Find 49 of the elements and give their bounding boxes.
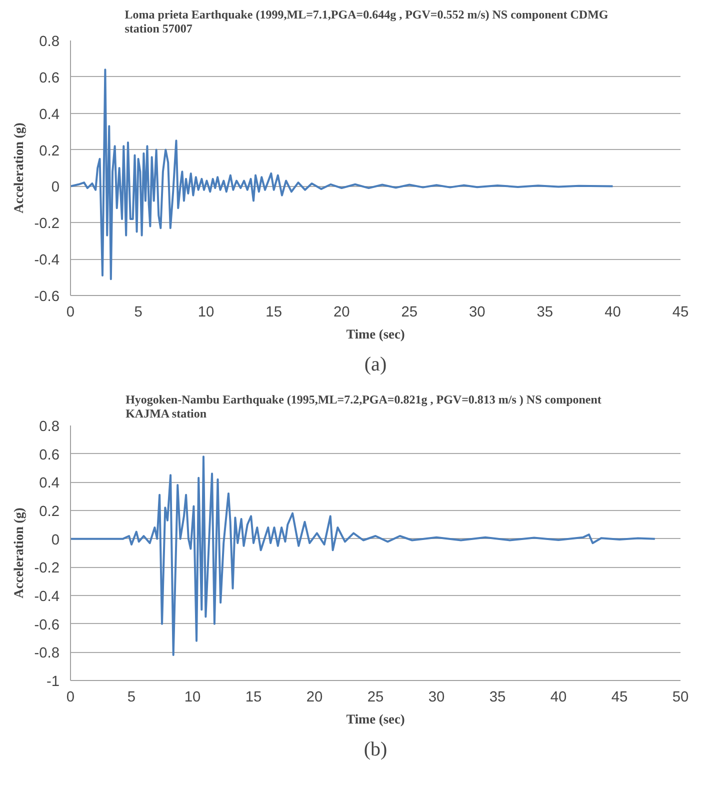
x-axis-title: Time (sec) <box>346 326 405 342</box>
x-tick-label: 0 <box>66 304 75 320</box>
y-tick-label: 0 <box>51 180 60 196</box>
y-tick-label: 0.8 <box>39 419 60 435</box>
x-tick-label: 25 <box>401 304 418 320</box>
y-tick-label: -0.4 <box>34 252 60 269</box>
y-tick-label: -0.4 <box>34 589 60 605</box>
x-tick-label: 20 <box>306 690 323 706</box>
y-tick-label: -0.8 <box>34 646 60 662</box>
y-tick-label: -0.2 <box>34 216 60 232</box>
chart-title: Hyogoken-Nambu Earthquake (1995,ML=7.2,PGA=0.821g , PGV=0.813 m/s ) NS component KAJMA station <box>126 392 602 420</box>
y-axis-title: Acceleration (g) <box>11 122 26 214</box>
x-tick-label: 30 <box>428 690 445 706</box>
x-tick-label: 40 <box>550 690 567 706</box>
x-tick-label: 45 <box>672 304 689 320</box>
x-tick-label: 10 <box>184 690 201 706</box>
x-tick-label: 0 <box>66 690 75 706</box>
text: (b) <box>364 738 388 760</box>
y-tick-label: 0.2 <box>39 504 60 520</box>
text: (a) <box>364 354 387 376</box>
y-tick-label: -0.2 <box>34 560 60 577</box>
x-tick-label: 20 <box>333 304 350 320</box>
x-tick-label: 25 <box>367 690 384 706</box>
x-tick-label: 40 <box>604 304 621 320</box>
line-series <box>70 68 614 280</box>
x-tick-label: 35 <box>489 690 506 706</box>
x-axis-title: Time (sec) <box>346 712 405 726</box>
y-tick-label: 0.6 <box>39 447 60 464</box>
y-tick-label: 0.4 <box>39 106 60 123</box>
y-tick-label: 0.8 <box>39 34 60 50</box>
x-tick-label: 5 <box>134 304 142 320</box>
y-axis-title: Acceleration (g) <box>11 508 26 598</box>
x-tick-label: 50 <box>672 690 689 706</box>
x-tick-label: 10 <box>198 304 214 320</box>
y-tick-label: 0.4 <box>39 476 60 492</box>
x-tick-label: 5 <box>127 690 136 706</box>
x-tick-label: 15 <box>245 690 262 706</box>
x-tick-label: 45 <box>611 690 628 706</box>
chart-title: Loma prieta Earthquake (1999,ML=7.1,PGA=0.644g , PGV=0.552 m/s) NS component CDMG station 57007 <box>124 8 608 36</box>
line-series <box>70 456 656 656</box>
y-tick-label: 0.6 <box>39 70 60 86</box>
x-tick-label: 30 <box>469 304 486 320</box>
y-tick-label: -0.6 <box>34 289 60 305</box>
y-tick-label: 0.2 <box>39 143 60 160</box>
x-tick-label: 15 <box>266 304 282 320</box>
y-tick-label: -1 <box>46 674 60 690</box>
y-tick-label: 0 <box>51 532 60 548</box>
x-tick-label: 35 <box>536 304 554 320</box>
y-tick-label: -0.6 <box>34 617 60 634</box>
